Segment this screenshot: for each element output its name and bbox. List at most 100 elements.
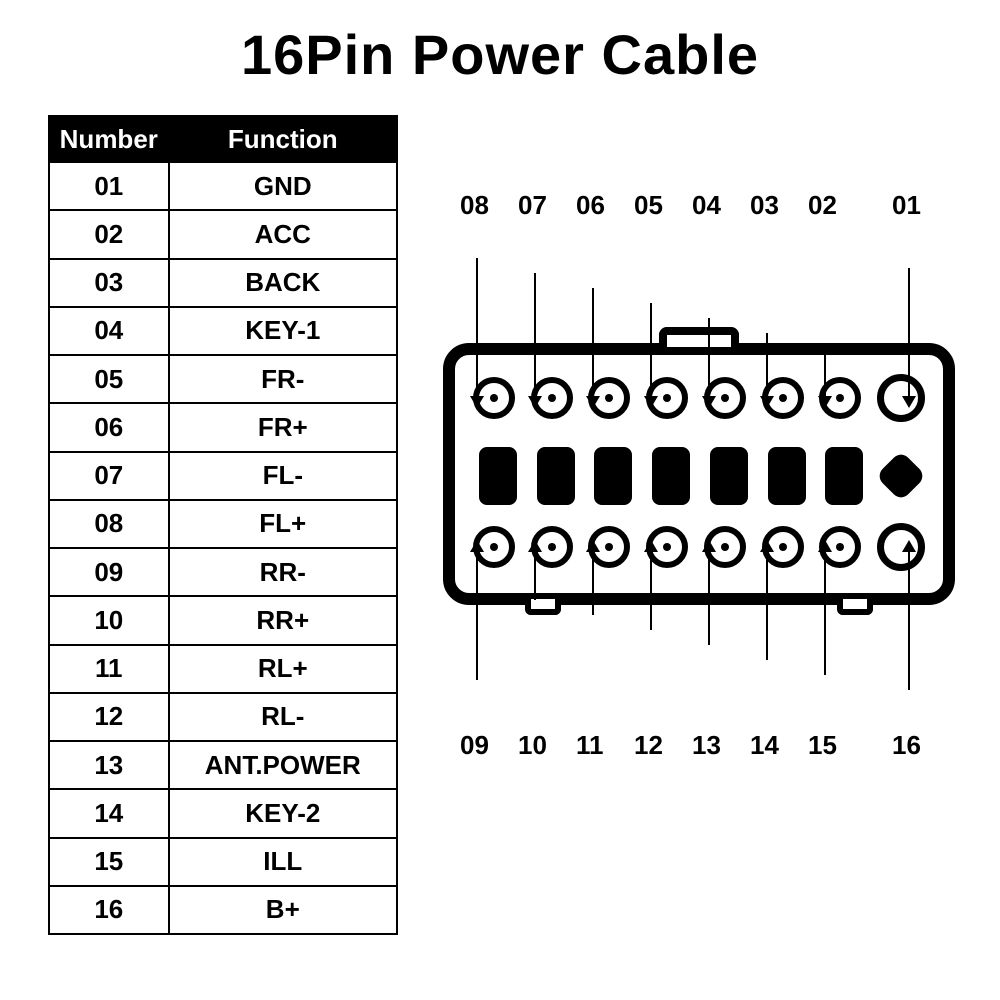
cell-function: B+ [169,886,397,934]
connector-body [443,343,955,605]
arrow-icon [702,396,716,408]
leader-line [908,268,910,398]
table-row: 01GND [49,162,397,210]
pin-inner-dot [779,543,787,551]
connector-top-tab [659,327,739,347]
connector-pin [877,374,925,422]
table-row: 02ACC [49,210,397,258]
table-row: 03BACK [49,259,397,307]
arrow-icon [586,540,600,552]
connector-slot [594,447,632,505]
arrow-icon [644,540,658,552]
content-area: Number Function 01GND02ACC03BACK04KEY-10… [0,87,1000,935]
table-row: 16B+ [49,886,397,934]
cell-number: 14 [49,789,169,837]
leader-line [766,550,768,660]
pin-label-bottom: 16 [892,730,921,761]
arrow-icon [470,540,484,552]
arrow-icon [760,396,774,408]
cell-function: ANT.POWER [169,741,397,789]
leader-line [476,550,478,680]
leader-line [534,550,536,600]
table-row: 08FL+ [49,500,397,548]
cell-number: 07 [49,452,169,500]
cell-number: 08 [49,500,169,548]
connector-slot [479,447,517,505]
cell-function: KEY-1 [169,307,397,355]
arrow-icon [586,396,600,408]
cell-number: 02 [49,210,169,258]
col-header-number: Number [49,116,169,162]
leader-line [708,550,710,645]
table-row: 15ILL [49,838,397,886]
pin-label-bottom: 15 [808,730,837,761]
cell-function: FL- [169,452,397,500]
connector-slot-end [875,451,926,502]
leader-line [824,550,826,675]
pin-label-bottom: 10 [518,730,547,761]
pin-label-top: 04 [692,190,721,221]
cell-function: BACK [169,259,397,307]
leader-line [592,288,594,398]
slot-row [455,447,943,505]
table-row: 14KEY-2 [49,789,397,837]
pin-label-bottom: 09 [460,730,489,761]
arrow-icon [902,396,916,408]
cell-number: 09 [49,548,169,596]
connector-slot [652,447,690,505]
cell-function: ILL [169,838,397,886]
arrow-icon [644,396,658,408]
cell-number: 10 [49,596,169,644]
pin-label-top: 05 [634,190,663,221]
table-row: 13ANT.POWER [49,741,397,789]
connector-bottom-tab-right [837,599,873,615]
leader-line [592,550,594,615]
table-row: 09RR- [49,548,397,596]
leader-line [824,348,826,398]
pin-label-top: 01 [892,190,921,221]
arrow-icon [528,540,542,552]
table-row: 12RL- [49,693,397,741]
pin-inner-dot [605,543,613,551]
pin-inner-dot [663,543,671,551]
cell-number: 03 [49,259,169,307]
leader-line [766,333,768,398]
pin-inner-dot [779,394,787,402]
pinout-table: Number Function 01GND02ACC03BACK04KEY-10… [48,115,398,935]
table-header-row: Number Function [49,116,397,162]
connector-slot [768,447,806,505]
connector-bottom-tab-left [525,599,561,615]
table-row: 10RR+ [49,596,397,644]
cell-number: 04 [49,307,169,355]
cell-function: ACC [169,210,397,258]
connector-pin [877,523,925,571]
pin-label-top: 06 [576,190,605,221]
cell-function: RL+ [169,645,397,693]
pin-inner-dot [721,394,729,402]
leader-line [708,318,710,398]
cell-function: FR+ [169,403,397,451]
cell-number: 15 [49,838,169,886]
connector-diagram: 08070605040302010910111213141516 [418,115,978,935]
arrow-icon [528,396,542,408]
pin-label-top: 07 [518,190,547,221]
table-row: 11RL+ [49,645,397,693]
connector-slot [825,447,863,505]
leader-line [650,550,652,630]
pin-label-top: 03 [750,190,779,221]
table-row: 04KEY-1 [49,307,397,355]
cell-function: KEY-2 [169,789,397,837]
leader-line [534,273,536,398]
col-header-function: Function [169,116,397,162]
pin-inner-dot [836,543,844,551]
pin-inner-dot [490,394,498,402]
pin-inner-dot [836,394,844,402]
cell-number: 06 [49,403,169,451]
arrow-icon [818,396,832,408]
pin-inner-dot [548,394,556,402]
pin-label-bottom: 11 [576,730,604,761]
arrow-icon [702,540,716,552]
pin-inner-dot [490,543,498,551]
cell-function: FL+ [169,500,397,548]
page-title: 16Pin Power Cable [0,0,1000,87]
